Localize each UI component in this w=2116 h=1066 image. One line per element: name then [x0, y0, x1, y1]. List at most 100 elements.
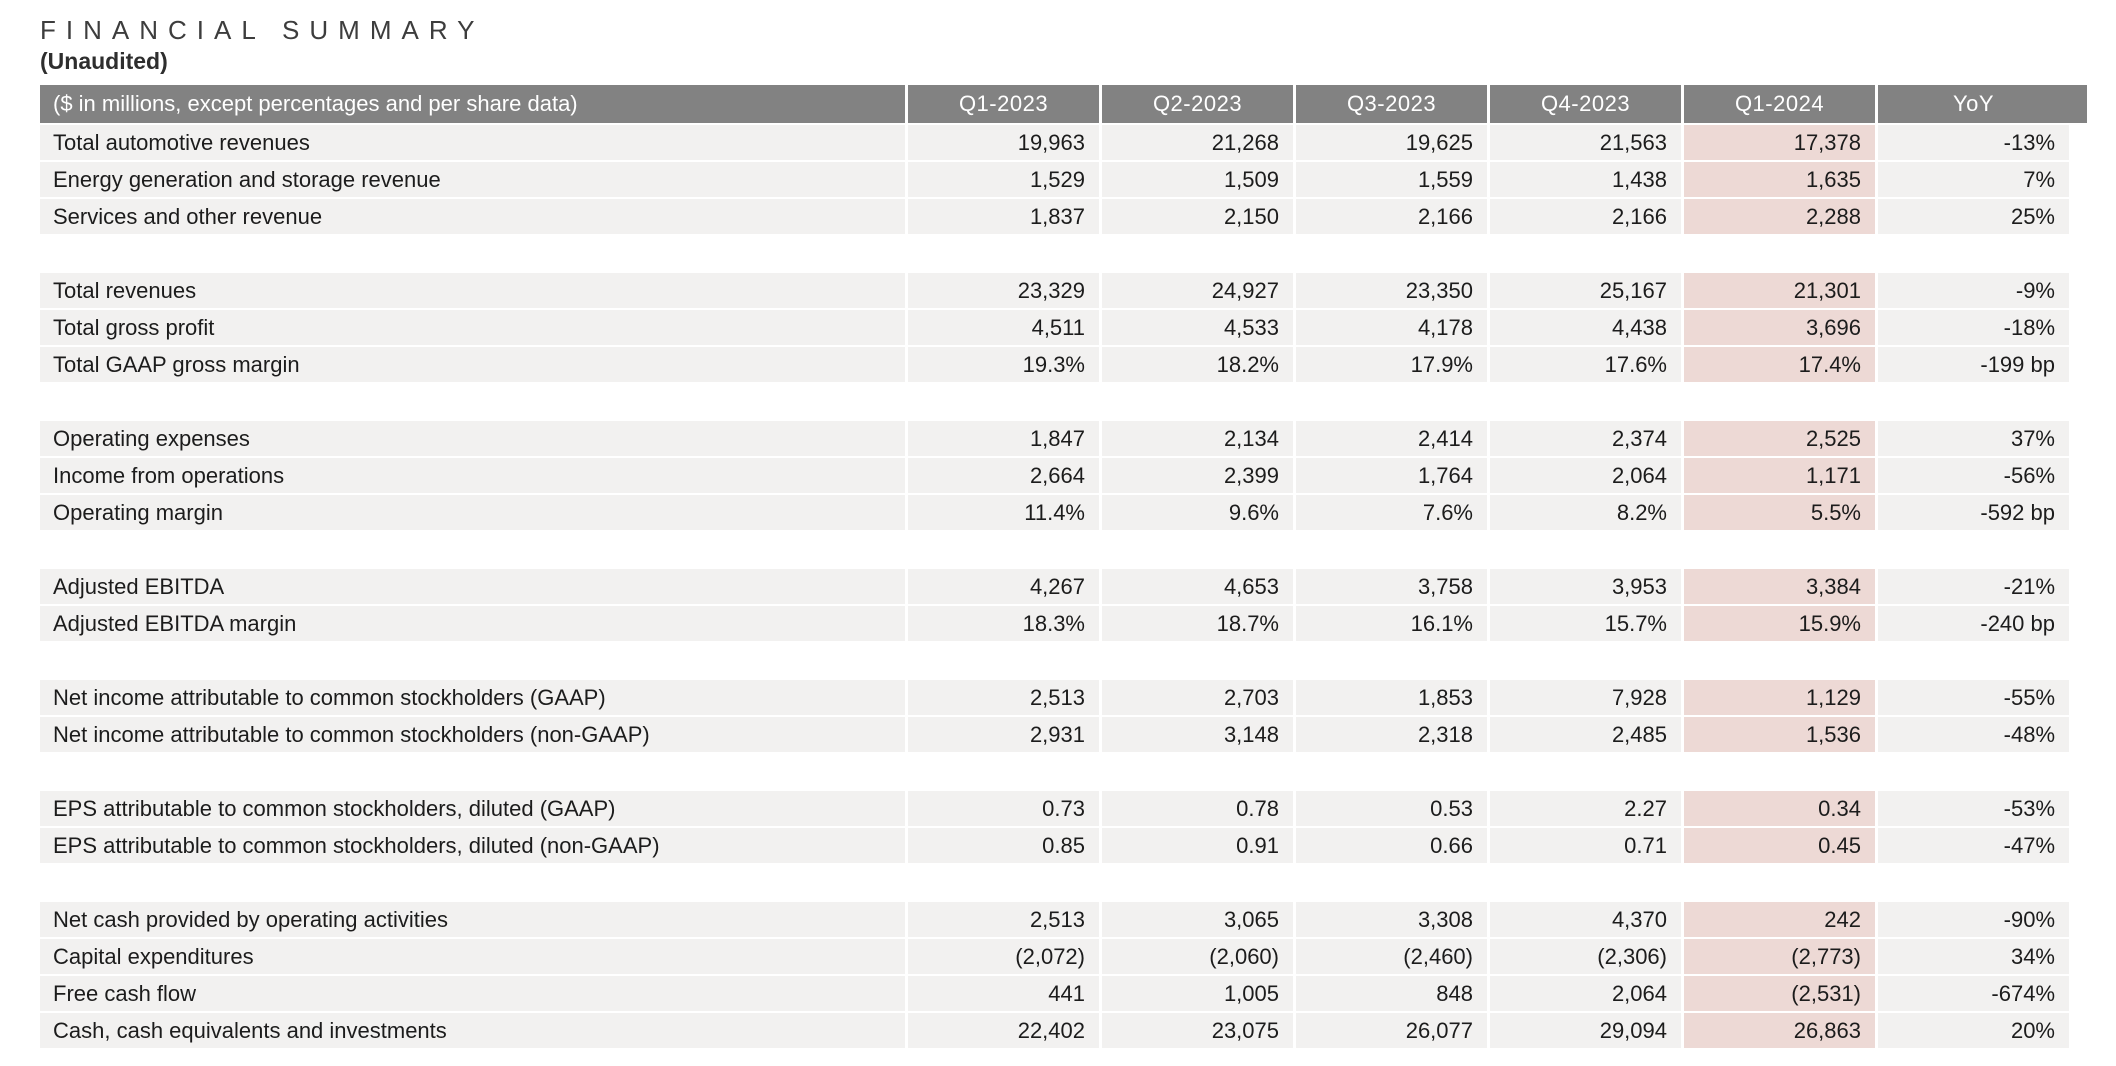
value-cell: 3,148	[1099, 717, 1293, 753]
value-cell-highlighted: 1,635	[1681, 162, 1875, 198]
value-cell: 2,318	[1293, 717, 1487, 753]
value-cell: 22,402	[905, 1013, 1099, 1049]
table-row: Net income attributable to common stockh…	[40, 680, 2087, 716]
table-header-units-label: ($ in millions, except percentages and p…	[53, 91, 578, 117]
value-cell: 3,953	[1487, 569, 1681, 605]
group-spacer	[40, 532, 2087, 570]
value-cell: 21,563	[1487, 125, 1681, 161]
value-cell-highlighted: 21,301	[1681, 273, 1875, 309]
value-cell: 11.4%	[905, 495, 1099, 531]
value-cell: -18%	[1875, 310, 2069, 346]
table-row: Net cash provided by operating activitie…	[40, 902, 2087, 938]
value-cell: 2,134	[1099, 421, 1293, 457]
row-label: Total revenues	[40, 273, 905, 309]
value-cell: 441	[905, 976, 1099, 1012]
value-cell: 8.2%	[1487, 495, 1681, 531]
value-cell: 2,166	[1293, 199, 1487, 235]
row-label: Cash, cash equivalents and investments	[40, 1013, 905, 1049]
value-cell: 19.3%	[905, 347, 1099, 383]
row-label: Operating expenses	[40, 421, 905, 457]
value-cell: 1,005	[1099, 976, 1293, 1012]
table-row: Income from operations 2,664 2,399 1,764 2,0…	[40, 458, 2087, 494]
value-cell: 20%	[1875, 1013, 2069, 1049]
value-cell: 2,399	[1099, 458, 1293, 494]
value-cell: 25,167	[1487, 273, 1681, 309]
group-spacer	[40, 754, 2087, 792]
group-spacer	[40, 384, 2087, 422]
table-row: Energy generation and storage revenue 1,5…	[40, 162, 2087, 198]
value-cell: 1,559	[1293, 162, 1487, 198]
table-row: Total automotive revenues 19,963 21,268 19,…	[40, 125, 2087, 161]
value-cell: -48%	[1875, 717, 2069, 753]
table-header-col-q2-2023: Q2-2023	[1099, 85, 1293, 124]
value-cell: 2,166	[1487, 199, 1681, 235]
value-cell: 1,438	[1487, 162, 1681, 198]
value-cell: 17.6%	[1487, 347, 1681, 383]
table-row: EPS attributable to common stockholders,…	[40, 791, 2087, 827]
value-cell-highlighted: 1,536	[1681, 717, 1875, 753]
value-cell: 18.2%	[1099, 347, 1293, 383]
value-cell: 37%	[1875, 421, 2069, 457]
value-cell: -592 bp	[1875, 495, 2069, 531]
value-cell: 18.3%	[905, 606, 1099, 642]
value-cell: 15.7%	[1487, 606, 1681, 642]
financial-table-body: Total automotive revenues 19,963 21,268 19,…	[40, 125, 2087, 1049]
table-header-col-yoy: YoY	[1875, 85, 2069, 124]
value-cell-highlighted: (2,531)	[1681, 976, 1875, 1012]
value-cell: 2,664	[905, 458, 1099, 494]
value-cell: 21,268	[1099, 125, 1293, 161]
value-cell: 4,370	[1487, 902, 1681, 938]
value-cell: 0.91	[1099, 828, 1293, 864]
value-cell: 34%	[1875, 939, 2069, 975]
value-cell: 23,075	[1099, 1013, 1293, 1049]
value-cell-highlighted: 2,288	[1681, 199, 1875, 235]
value-cell: 2,374	[1487, 421, 1681, 457]
value-cell: 4,511	[905, 310, 1099, 346]
value-cell: 19,625	[1293, 125, 1487, 161]
value-cell: 18.7%	[1099, 606, 1293, 642]
value-cell: 2,513	[905, 680, 1099, 716]
table-row: Capital expenditures (2,072) (2,060) (2,460…	[40, 939, 2087, 975]
value-cell: 2,931	[905, 717, 1099, 753]
value-cell: -55%	[1875, 680, 2069, 716]
value-cell: 3,065	[1099, 902, 1293, 938]
value-cell-highlighted: 0.34	[1681, 791, 1875, 827]
value-cell: 17.9%	[1293, 347, 1487, 383]
row-label: Total gross profit	[40, 310, 905, 346]
value-cell: 1,764	[1293, 458, 1487, 494]
row-label: Free cash flow	[40, 976, 905, 1012]
row-label: Net cash provided by operating activitie…	[40, 902, 905, 938]
table-row: Operating expenses 1,847 2,134 2,414 2,374 2,…	[40, 421, 2087, 457]
value-cell: (2,460)	[1293, 939, 1487, 975]
value-cell-highlighted: 242	[1681, 902, 1875, 938]
value-cell: (2,072)	[905, 939, 1099, 975]
page-title: FINANCIAL SUMMARY	[40, 15, 485, 45]
value-cell: 7.6%	[1293, 495, 1487, 531]
table-row: Adjusted EBITDA margin 18.3% 18.7% 16.1% 15.…	[40, 606, 2087, 642]
value-cell-highlighted: (2,773)	[1681, 939, 1875, 975]
value-cell: 2,414	[1293, 421, 1487, 457]
value-cell: -53%	[1875, 791, 2069, 827]
value-cell: -56%	[1875, 458, 2069, 494]
row-label: Adjusted EBITDA	[40, 569, 905, 605]
value-cell: 23,350	[1293, 273, 1487, 309]
table-row: Total GAAP gross margin 19.3% 18.2% 17.9% 17…	[40, 347, 2087, 383]
group-spacer	[40, 643, 2087, 681]
row-label: Adjusted EBITDA margin	[40, 606, 905, 642]
table-header-row: ($ in millions, except percentages and p…	[40, 85, 2087, 124]
value-cell: 23,329	[905, 273, 1099, 309]
value-cell: 2,703	[1099, 680, 1293, 716]
value-cell-highlighted: 5.5%	[1681, 495, 1875, 531]
value-cell: 9.6%	[1099, 495, 1293, 531]
value-cell: 25%	[1875, 199, 2069, 235]
value-cell-highlighted: 15.9%	[1681, 606, 1875, 642]
value-cell: 4,178	[1293, 310, 1487, 346]
group-spacer	[40, 865, 2087, 903]
value-cell: 24,927	[1099, 273, 1293, 309]
table-row: Total revenues 23,329 24,927 23,350 25,167 21…	[40, 273, 2087, 309]
value-cell: 4,267	[905, 569, 1099, 605]
value-cell: 26,077	[1293, 1013, 1487, 1049]
value-cell: 0.78	[1099, 791, 1293, 827]
value-cell-highlighted: 3,384	[1681, 569, 1875, 605]
